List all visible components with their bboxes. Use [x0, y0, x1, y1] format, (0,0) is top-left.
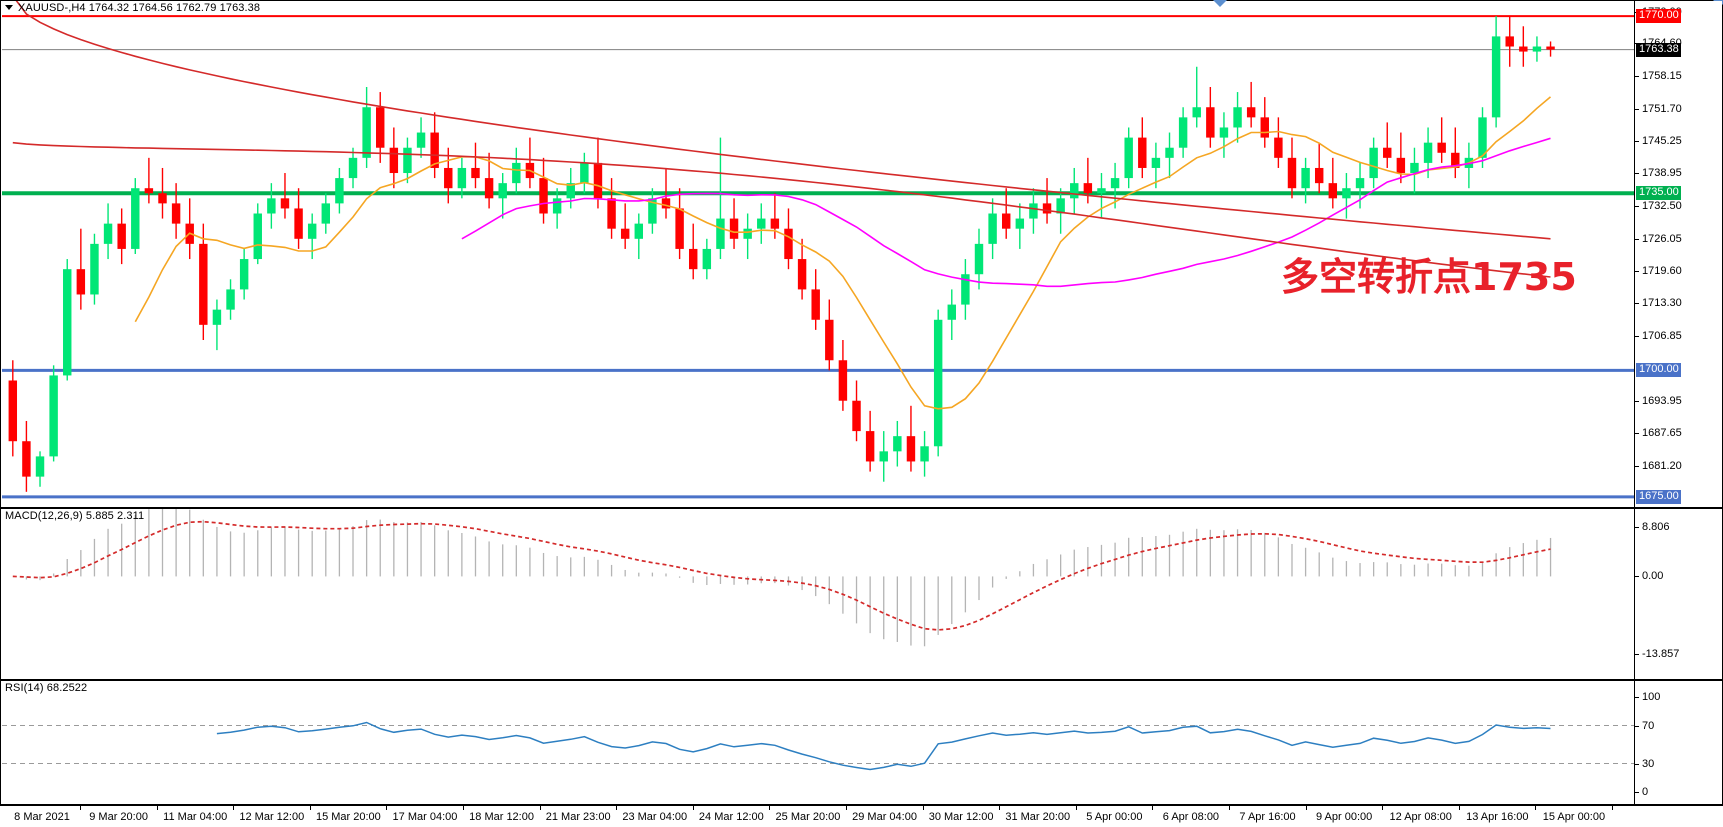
chart-annotation-text: 多空转折点1735 — [1281, 255, 1577, 299]
time-axis-label: 5 Apr 00:00 — [1086, 811, 1143, 823]
macd-scale: 8.806 0.00 -13.857 — [1634, 509, 1722, 679]
time-axis-label: 7 Apr 16:00 — [1239, 811, 1296, 823]
time-axis-tick — [769, 806, 771, 810]
time-axis-label: 21 Mar 23:00 — [545, 811, 611, 823]
macd-tick: -13.857 — [1634, 647, 1680, 660]
rsi-tick: 30 — [1634, 757, 1655, 770]
time-axis-label: 30 Mar 12:00 — [928, 811, 994, 823]
price-tick: 1713.30 — [1635, 297, 1682, 310]
time-axis-tick — [386, 806, 388, 810]
price-scale[interactable]: 1758.15 1751.70 1745.25 1738.95 1732.50 1726.… — [1634, 1, 1722, 507]
time-axis-label: 13 Apr 16:00 — [1466, 811, 1529, 823]
price-tick: 1719.60 — [1635, 265, 1682, 278]
time-axis-label: 9 Apr 00:00 — [1315, 811, 1373, 823]
support-line-tag: 1700.00 — [1636, 363, 1681, 378]
macd-tick: 8.806 — [1635, 521, 1670, 534]
time-axis-tick — [1535, 806, 1537, 810]
time-axis-label: 29 Mar 04:00 — [852, 811, 917, 823]
time-axis-tick — [846, 806, 848, 810]
time-axis-tick — [999, 806, 1001, 810]
time-axis-label: 9 Mar 20:00 — [89, 811, 148, 823]
pivot-line-tag: 1735.00 — [1636, 186, 1681, 201]
time-axis-label: 11 Mar 04:00 — [163, 811, 228, 823]
time-axis-tick — [692, 806, 694, 810]
chart-shift-marker-icon[interactable] — [1213, 0, 1227, 7]
price-tick: 1745.25 — [1635, 135, 1682, 148]
last-price-tag: 1763.38 — [1636, 42, 1681, 57]
rsi-scale: 100 70 30 0 — [1634, 681, 1722, 804]
price-tick: 1751.70 — [1635, 102, 1682, 115]
resistance-line-tag: 1770.00 — [1636, 9, 1681, 24]
time-axis-tick — [616, 806, 618, 810]
time-axis-tick — [233, 806, 235, 810]
time-axis-label: 23 Mar 04:00 — [622, 811, 688, 823]
price-chart-panel[interactable]: XAUUSD-,H4 1764.32 1764.56 1762.79 1763.… — [0, 0, 1723, 508]
price-tick: 1687.65 — [1635, 426, 1682, 439]
time-axis-tick — [463, 806, 465, 810]
time-axis-label: 15 Apr 00:00 — [1542, 811, 1606, 823]
time-axis-tick — [1152, 806, 1154, 810]
time-axis-tick — [156, 806, 158, 810]
time-axis-tick — [309, 806, 311, 810]
time-axis-label: 24 Mar 12:00 — [698, 811, 764, 823]
price-tick: 1732.50 — [1635, 199, 1682, 212]
time-axis-label: 6 Apr 08:00 — [1162, 811, 1220, 823]
price-tick: 1738.95 — [1635, 167, 1682, 180]
time-axis-tick — [1229, 806, 1231, 810]
time-scale[interactable]: 8 Mar 2021 9 Mar 20:00 11 Mar 04:00 12 Mar … — [0, 805, 1723, 827]
price-tick: 1706.85 — [1635, 329, 1682, 342]
time-axis-label: 15 Mar 20:00 — [315, 811, 381, 823]
macd-panel[interactable]: MACD(12,26,9) 5.885 2.311 8.806 0.00 -13.8… — [0, 508, 1723, 680]
time-axis-tick — [1612, 806, 1613, 810]
rsi-panel[interactable]: RSI(14) 68.2522 100 70 30 0 — [0, 680, 1723, 805]
price-tick: 1758.15 — [1635, 70, 1682, 83]
price-tick: 1693.95 — [1635, 394, 1682, 407]
time-axis-label: 31 Mar 20:00 — [1005, 811, 1071, 823]
rsi-plot-area[interactable] — [1, 681, 1722, 804]
price-tick: 1681.20 — [1635, 459, 1682, 472]
time-axis-tick — [539, 806, 541, 810]
time-axis-tick — [1305, 806, 1307, 810]
rsi-tick: 100 — [1634, 691, 1661, 703]
time-axis-label: 8 Mar 2021 — [14, 811, 70, 823]
support2-line-tag: 1675.00 — [1636, 489, 1681, 504]
time-axis-tick — [1458, 806, 1460, 810]
price-tick: 1726.05 — [1635, 232, 1682, 245]
time-axis-label: 12 Mar 12:00 — [239, 811, 305, 823]
rsi-tick: 0 — [1634, 786, 1649, 798]
rsi-tick: 70 — [1634, 719, 1655, 732]
time-axis-label: 17 Mar 04:00 — [392, 811, 458, 823]
time-axis-label: 18 Mar 12:00 — [469, 811, 534, 823]
time-axis-label: 12 Apr 08:00 — [1389, 811, 1452, 823]
macd-tick: 0.00 — [1634, 570, 1664, 583]
time-axis-tick — [1382, 806, 1384, 810]
time-axis-tick — [80, 806, 82, 810]
macd-plot-area[interactable] — [1, 509, 1722, 679]
time-axis-tick — [922, 806, 924, 810]
time-axis-label: 25 Mar 20:00 — [775, 811, 841, 823]
price-plot-area[interactable] — [1, 1, 1722, 507]
time-axis-tick — [1075, 806, 1077, 810]
